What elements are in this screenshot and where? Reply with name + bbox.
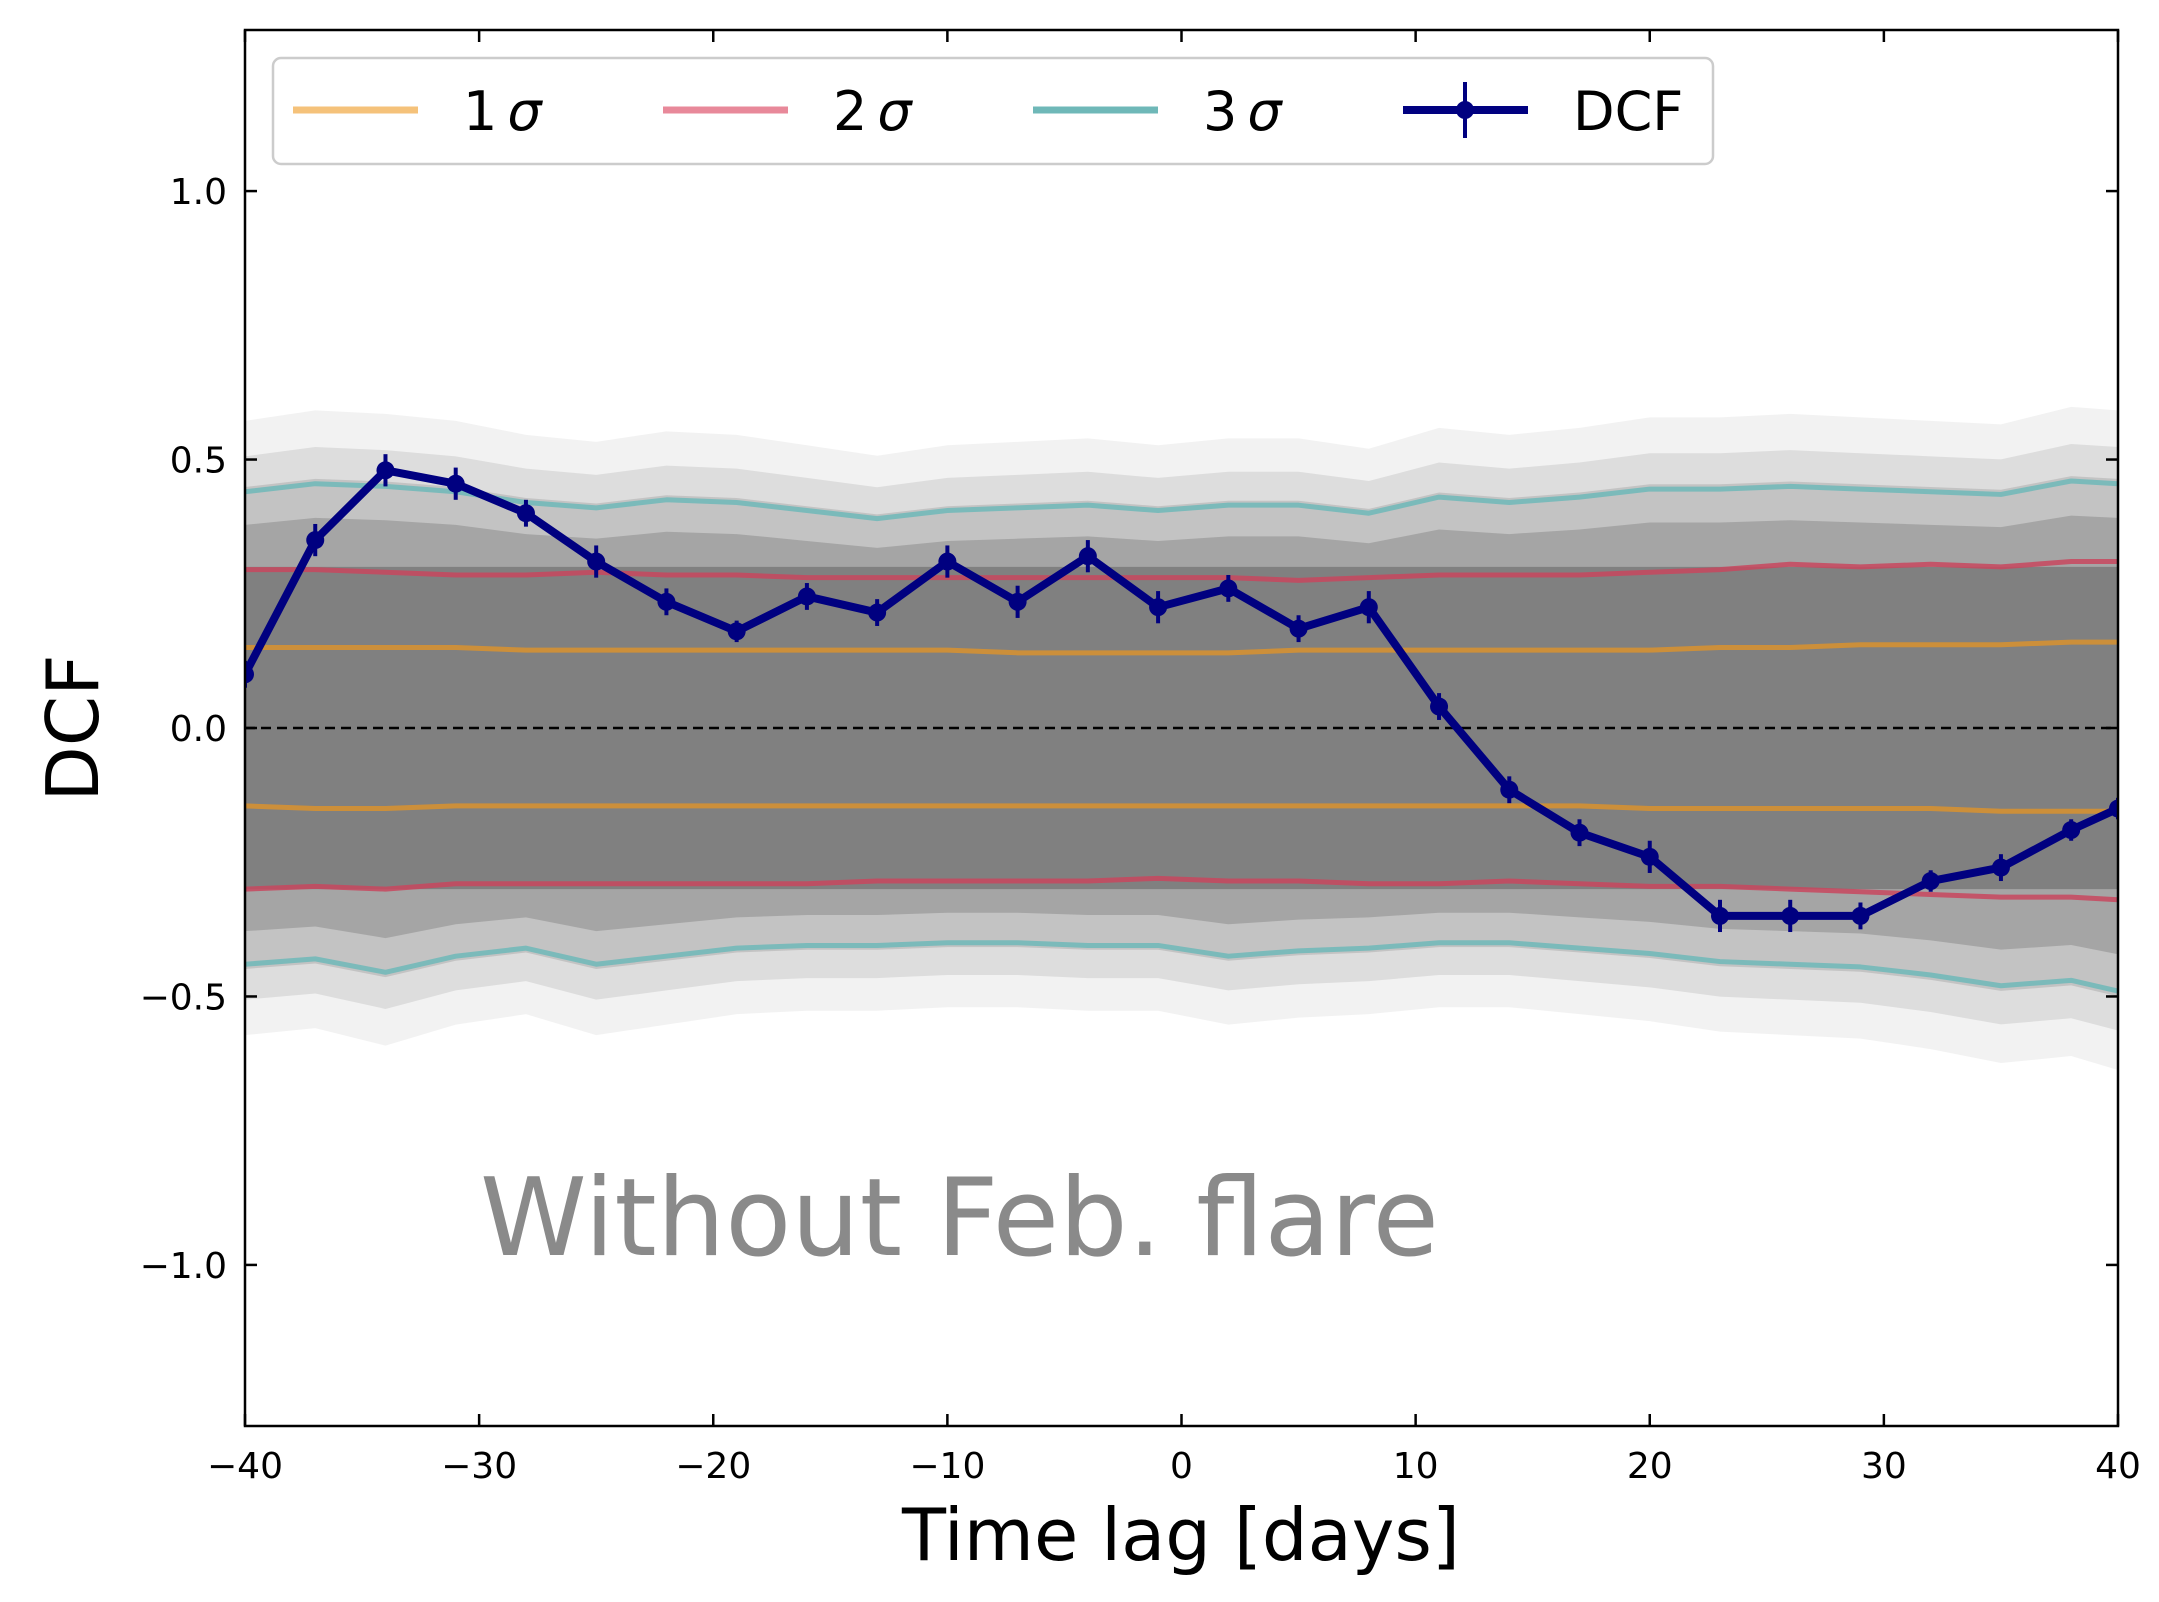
- sigma3-upper-line: [245, 478, 2118, 522]
- y-tick-label: 1.0: [170, 172, 227, 213]
- dcf-point: [2109, 799, 2118, 818]
- dcf-point: [1921, 872, 1940, 891]
- y-tick-label: −1.0: [140, 1246, 227, 1287]
- sigma-lines-layer: [245, 478, 2118, 994]
- x-tick-label: −30: [441, 1446, 517, 1487]
- x-tick-label: −40: [207, 1446, 283, 1487]
- dcf-point: [2062, 821, 2081, 840]
- x-tick-label: 40: [2095, 1446, 2141, 1487]
- x-tick-label: 0: [1170, 1446, 1193, 1487]
- dcf-point: [868, 603, 887, 622]
- legend: 1 σ 2 σ 3 σ DCF: [271, 56, 1715, 166]
- dcf-point: [446, 474, 465, 493]
- x-tick-label: 30: [1861, 1446, 1907, 1487]
- legend-label-number: 2: [833, 80, 867, 143]
- dcf-point: [1008, 592, 1027, 611]
- dcf-point: [1781, 906, 1800, 925]
- sigma2-lower-line: [245, 875, 2118, 903]
- dcf-point: [1570, 823, 1589, 842]
- legend-swatch-dcf-marker: [1456, 101, 1474, 119]
- x-tick-label: −10: [909, 1446, 985, 1487]
- dcf-point: [1289, 619, 1308, 638]
- legend-label-symbol: σ: [877, 80, 913, 143]
- dcf-point: [587, 552, 606, 571]
- dcf-series-line: [245, 466, 2118, 920]
- dcf-point: [657, 592, 676, 611]
- y-tick-label: 0.0: [170, 709, 227, 750]
- x-tick-label: 10: [1393, 1446, 1439, 1487]
- plot-annotation: Without Feb. flare: [480, 1156, 1439, 1281]
- legend-label-dcf: DCF: [1573, 80, 1683, 143]
- dcf-point: [938, 552, 957, 571]
- dcf-point: [1500, 780, 1519, 799]
- legend-frame: [271, 56, 1715, 166]
- dcf-point: [1991, 858, 2010, 877]
- dcf-point: [516, 504, 535, 523]
- x-tick-label: 20: [1627, 1446, 1673, 1487]
- legend-label-symbol: σ: [1247, 80, 1283, 143]
- dcf-point: [245, 665, 254, 684]
- dcf-point: [797, 587, 816, 606]
- x-axis-label: Time lag [days]: [901, 1493, 1460, 1577]
- dcf-point: [727, 622, 746, 641]
- sigma3-lower-line: [245, 940, 2118, 994]
- dcf-point: [1078, 547, 1097, 566]
- sigma1-lower-line: [245, 803, 2118, 814]
- dcf-point: [306, 531, 325, 550]
- dcf-point: [1710, 906, 1729, 925]
- dcf-point: [1851, 906, 1870, 925]
- legend-label-number: 1: [463, 80, 497, 143]
- sigma1-upper-line: [245, 639, 2118, 656]
- x-tick-label: −20: [675, 1446, 751, 1487]
- dcf-point: [1359, 598, 1378, 617]
- axes-layer: −40 −30 −20 −10 0 10 20 30 40 −1.0 −0.5 0.0 0.5 1.0: [140, 30, 2141, 1487]
- dcf-point: [1430, 697, 1449, 716]
- y-tick-label: 0.5: [170, 441, 227, 482]
- dcf-point: [376, 461, 395, 480]
- legend-label-symbol: σ: [507, 80, 543, 143]
- sigma2-upper-line: [245, 559, 2118, 583]
- y-axis-label: DCF: [31, 654, 115, 801]
- dcf-point: [1149, 598, 1168, 617]
- y-tick-label: −0.5: [140, 977, 227, 1018]
- dcf-series-layer: [245, 454, 2118, 933]
- dcf-point: [1640, 847, 1659, 866]
- dcf-point: [1219, 579, 1238, 598]
- legend-label-number: 3: [1203, 80, 1237, 143]
